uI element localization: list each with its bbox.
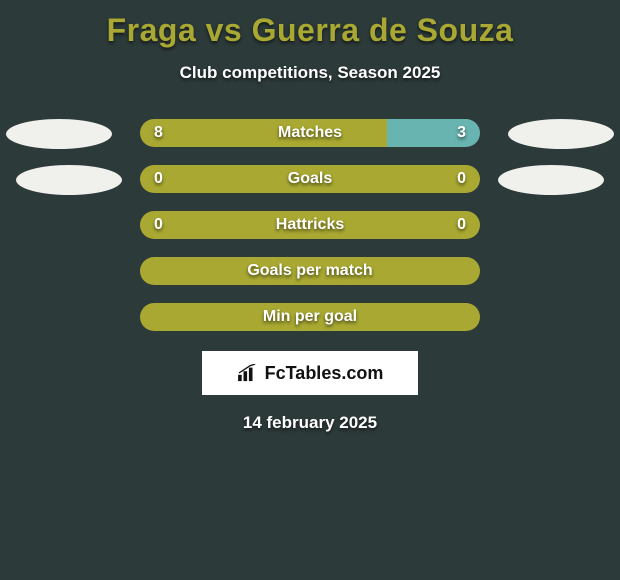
player-ellipse-right (498, 165, 604, 195)
comparison-rows: 8 3 Matches 0 0 Goals 0 0 Hattricks Goals per mat… (0, 119, 620, 331)
stat-value-right: 0 (457, 216, 466, 234)
player-ellipse-left (6, 119, 112, 149)
stat-bar: Min per goal (140, 303, 480, 331)
stat-label: Goals per match (247, 262, 372, 280)
stat-row: Min per goal (0, 303, 620, 331)
stat-bar-left (140, 119, 387, 147)
stat-bar: 8 3 Matches (140, 119, 480, 147)
stat-label: Goals (288, 170, 332, 188)
stat-row: Goals per match (0, 257, 620, 285)
page-title: Fraga vs Guerra de Souza (0, 0, 620, 49)
stat-row: 8 3 Matches (0, 119, 620, 147)
stat-row: 0 0 Hattricks (0, 211, 620, 239)
brand-text: FcTables.com (265, 363, 384, 384)
chart-icon (237, 364, 259, 382)
player-ellipse-left (16, 165, 122, 195)
stat-bar: Goals per match (140, 257, 480, 285)
stat-row: 0 0 Goals (0, 165, 620, 193)
date-text: 14 february 2025 (0, 413, 620, 433)
stat-bar: 0 0 Goals (140, 165, 480, 193)
stat-value-right: 3 (457, 124, 466, 142)
stat-label: Hattricks (276, 216, 344, 234)
player-ellipse-right (508, 119, 614, 149)
stat-value-left: 0 (154, 170, 163, 188)
stat-label: Min per goal (263, 308, 357, 326)
brand-box: FcTables.com (202, 351, 418, 395)
stat-bar: 0 0 Hattricks (140, 211, 480, 239)
stat-value-left: 0 (154, 216, 163, 234)
stat-value-right: 0 (457, 170, 466, 188)
subtitle: Club competitions, Season 2025 (0, 63, 620, 83)
stat-value-left: 8 (154, 124, 163, 142)
stat-label: Matches (278, 124, 342, 142)
